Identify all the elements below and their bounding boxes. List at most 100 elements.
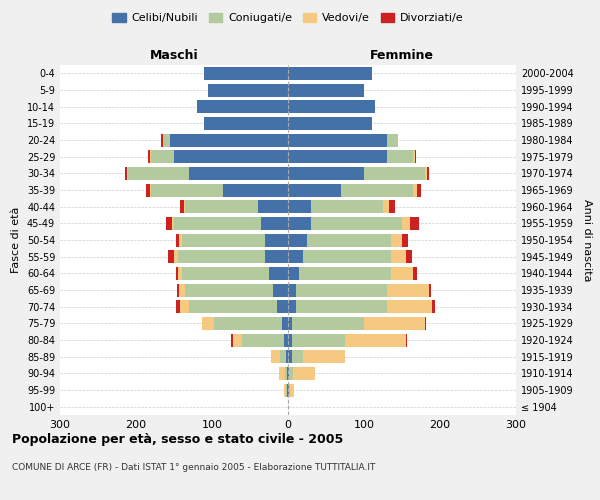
Bar [296,300,387,313]
Bar [296,284,387,296]
Bar [166,217,172,230]
Bar [341,184,413,196]
Bar [125,167,127,180]
Bar [287,367,288,380]
Bar [292,350,303,363]
Bar [389,200,395,213]
Bar [417,184,421,196]
Legend: Celibi/Nubili, Coniugati/e, Vedovi/e, Divorziati/e: Celibi/Nubili, Coniugati/e, Vedovi/e, Di… [108,8,468,28]
Bar [148,150,149,163]
Bar [410,217,419,230]
Bar [185,200,257,213]
Bar [413,150,415,163]
Bar [288,100,376,113]
Bar [288,117,371,130]
Bar [269,267,288,280]
Bar [293,367,316,380]
Bar [176,300,180,313]
Bar [425,317,427,330]
Bar [402,217,410,230]
Bar [288,217,311,230]
Bar [277,300,288,313]
Y-axis label: Fasce di età: Fasce di età [11,207,21,273]
Bar [178,250,265,263]
Bar [262,217,288,230]
Bar [180,200,184,213]
Bar [271,350,280,363]
Bar [311,200,383,213]
Bar [288,200,311,213]
Bar [179,284,185,296]
Bar [288,317,292,330]
Bar [433,300,434,313]
Bar [406,250,412,263]
Bar [289,367,293,380]
Bar [282,317,288,330]
Bar [273,284,288,296]
Bar [174,217,262,230]
Bar [299,267,391,280]
Bar [182,234,265,246]
Bar [387,300,433,313]
Bar [151,150,174,163]
Bar [292,334,345,346]
Bar [288,250,303,263]
Text: Maschi: Maschi [149,48,199,62]
Bar [288,234,307,246]
Bar [284,384,286,396]
Bar [127,167,128,180]
Bar [197,100,288,113]
Bar [288,284,296,296]
Text: Femmine: Femmine [370,48,434,62]
Bar [428,284,431,296]
Bar [284,334,288,346]
Bar [406,334,407,346]
Bar [364,317,425,330]
Bar [151,184,223,196]
Bar [265,250,288,263]
Bar [285,367,287,380]
Bar [182,267,269,280]
Bar [387,150,413,163]
Bar [170,134,288,146]
Bar [265,234,288,246]
Bar [179,234,182,246]
Bar [189,300,277,313]
Bar [311,217,402,230]
Y-axis label: Anni di nascita: Anni di nascita [582,198,592,281]
Bar [288,350,292,363]
Bar [176,267,178,280]
Bar [288,150,387,163]
Bar [288,167,364,180]
Bar [174,250,178,263]
Bar [288,84,364,96]
Bar [149,150,151,163]
Bar [288,184,341,196]
Bar [233,334,242,346]
Bar [290,384,294,396]
Bar [387,284,428,296]
Bar [205,117,288,130]
Bar [288,367,289,380]
Bar [288,134,387,146]
Bar [303,250,391,263]
Bar [286,384,287,396]
Bar [172,217,174,230]
Bar [149,184,151,196]
Bar [391,234,402,246]
Bar [146,184,149,196]
Bar [307,234,391,246]
Bar [161,134,163,146]
Bar [242,334,284,346]
Bar [292,317,364,330]
Bar [176,234,179,246]
Bar [391,250,406,263]
Bar [205,67,288,80]
Bar [402,234,408,246]
Bar [208,84,288,96]
Bar [289,384,290,396]
Bar [223,184,288,196]
Bar [286,350,288,363]
Bar [345,334,406,346]
Bar [391,267,413,280]
